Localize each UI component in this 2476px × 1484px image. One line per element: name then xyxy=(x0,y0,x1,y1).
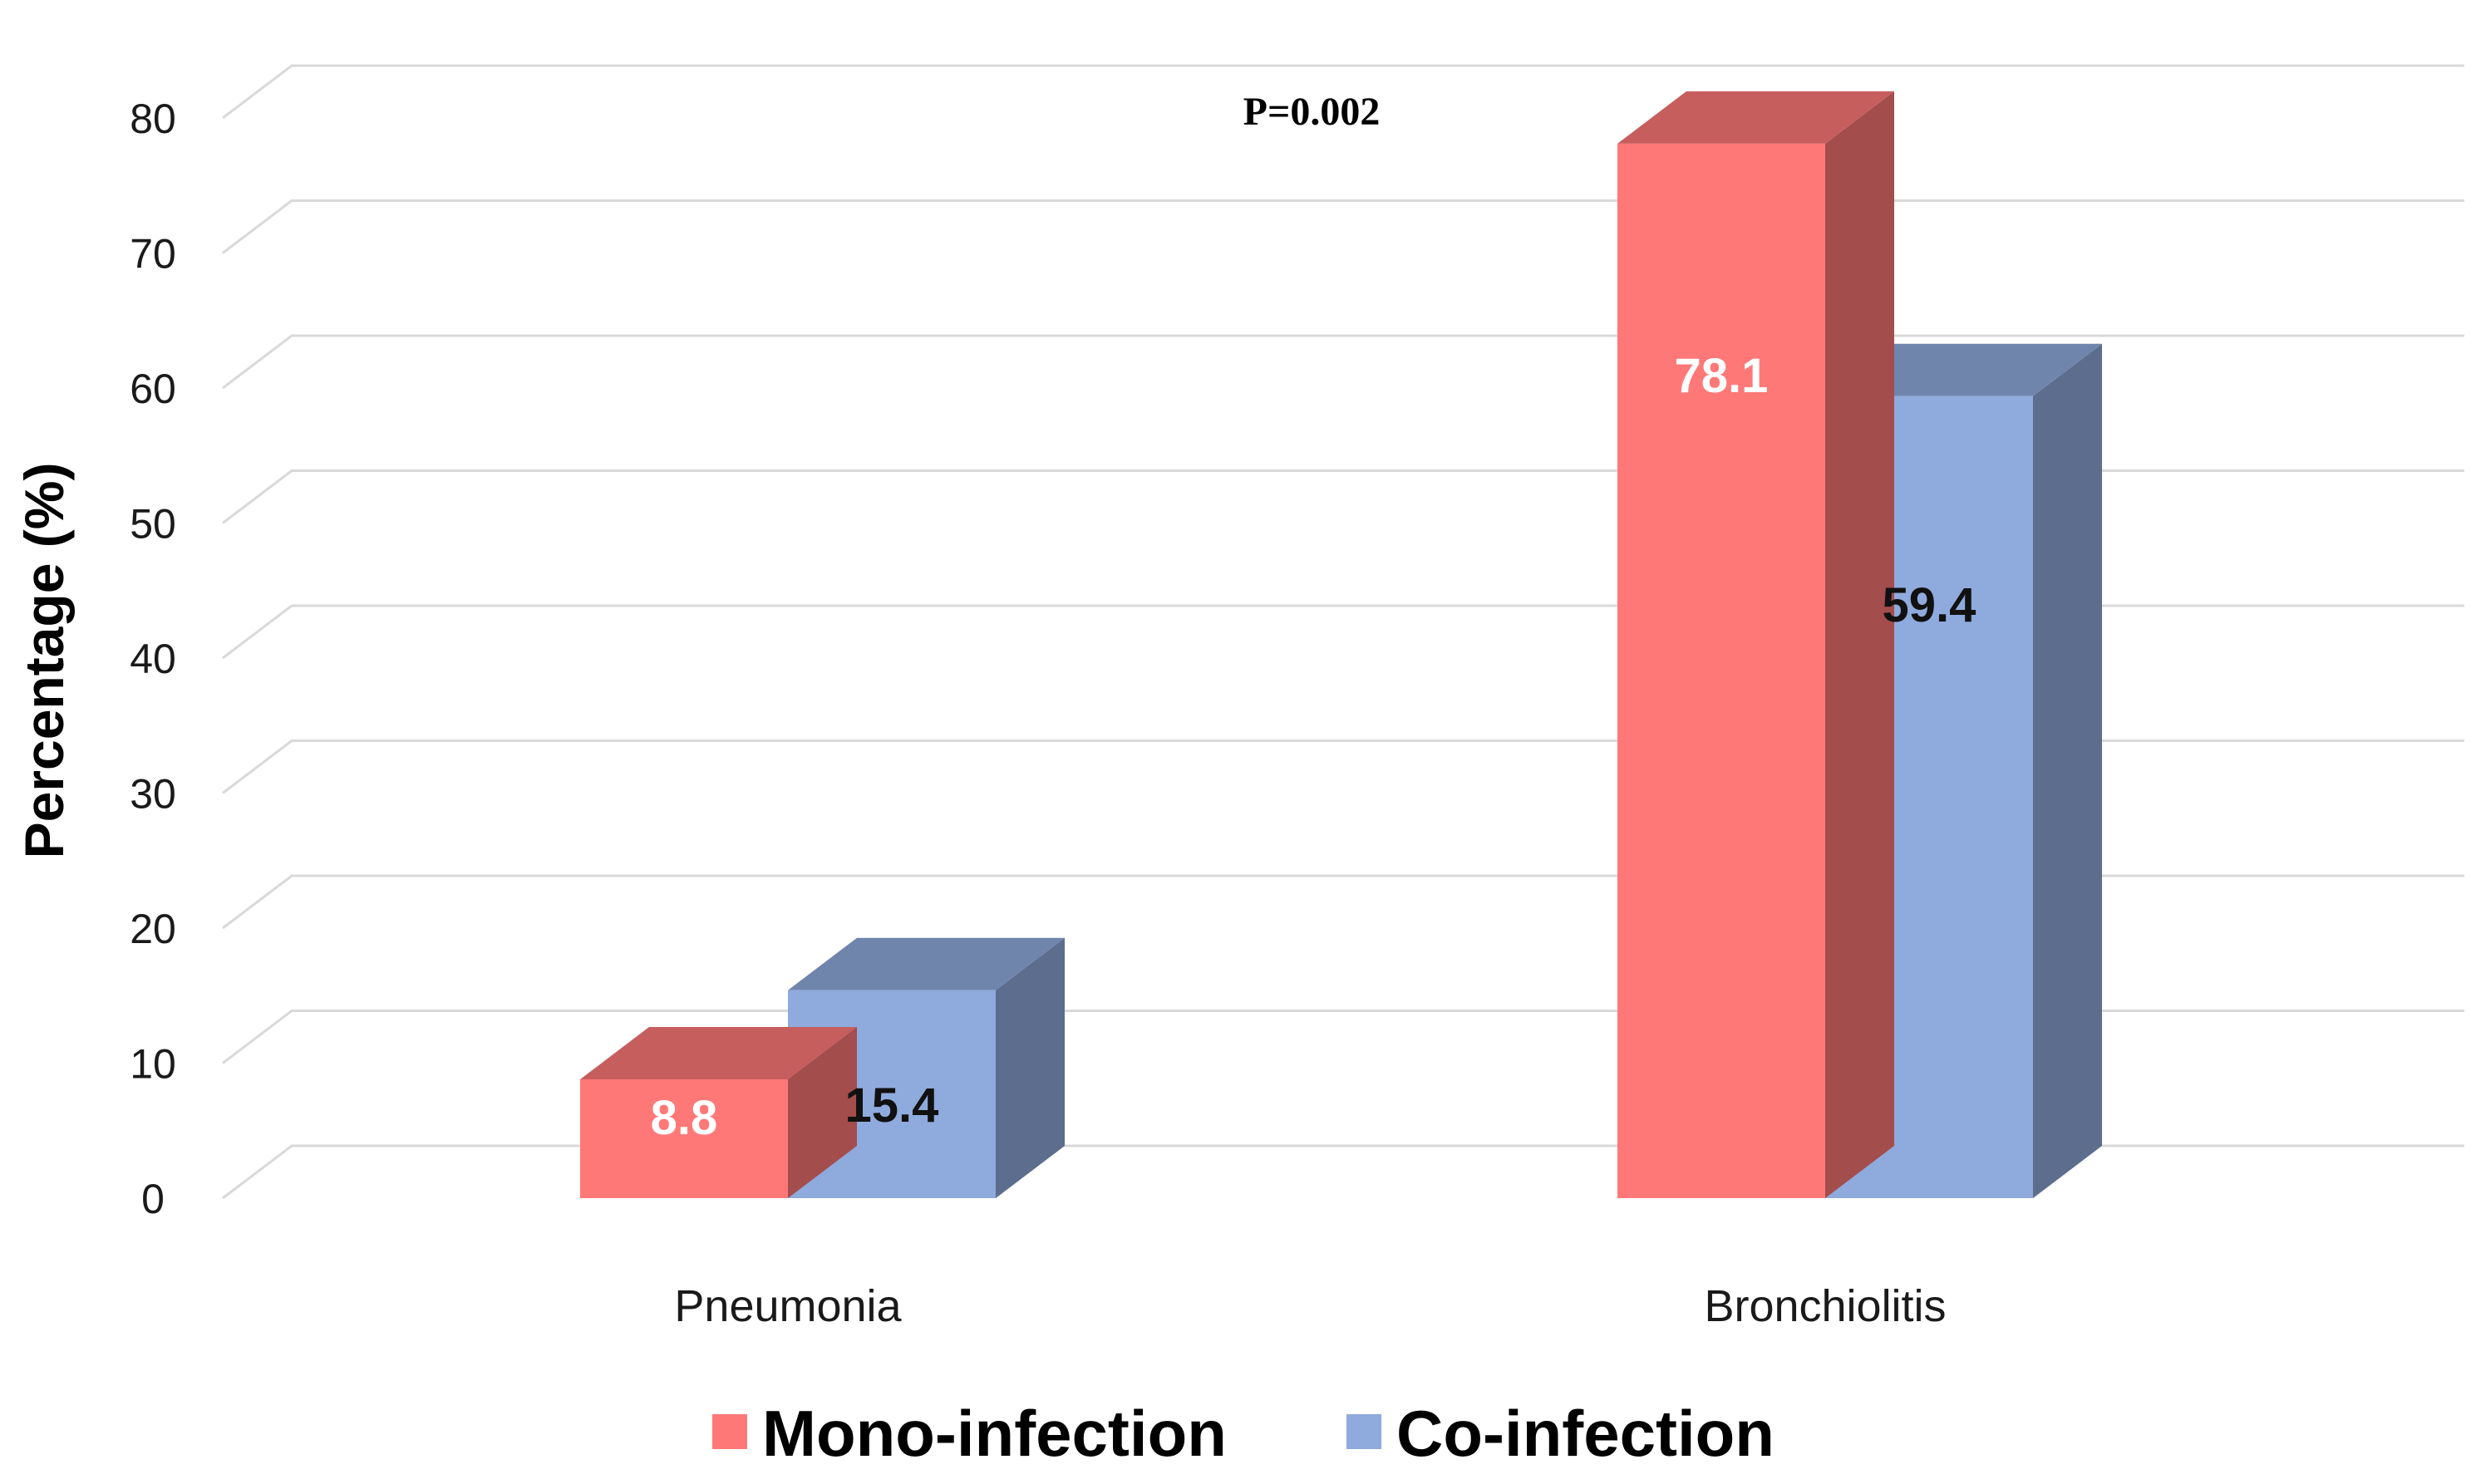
gridline xyxy=(222,469,2464,524)
x-category-label: Bronchiolitis xyxy=(1704,1281,1946,1331)
bar-side-co-infection-pneumonia xyxy=(996,937,1065,1198)
y-tick-label: 60 xyxy=(130,366,176,412)
y-tick-label: 10 xyxy=(130,1041,176,1088)
bar-top-co-infection-bronchiolitis xyxy=(1825,343,2102,396)
gridline xyxy=(222,604,2464,660)
data-label-co-infection-pneumonia: 15.4 xyxy=(845,1079,939,1133)
bar-mono-infection-bronchiolitis xyxy=(1617,143,1825,1198)
gridline xyxy=(222,1010,2464,1064)
gridline xyxy=(222,874,2464,930)
gridlines xyxy=(222,64,2464,1200)
gridline xyxy=(222,64,2464,120)
y-tick-label: 70 xyxy=(130,231,176,278)
y-tick-label: 40 xyxy=(130,636,176,682)
y-tick-label: 50 xyxy=(130,501,176,548)
data-labels: 8.8 15.4 78.1 59.4 xyxy=(651,349,1976,1145)
y-tick-label: 30 xyxy=(130,771,176,818)
y-axis-ticks: 0 10 20 30 40 50 60 70 80 xyxy=(130,96,176,1222)
gridline xyxy=(222,740,2464,794)
p-value-annotation: P=0.002 xyxy=(1243,90,1381,134)
gridline xyxy=(222,199,2464,254)
y-tick-label: 0 xyxy=(141,1176,165,1222)
x-category-label: Pneumonia xyxy=(674,1281,902,1331)
bar-side-mono-infection-pneumonia xyxy=(788,1027,857,1198)
bars xyxy=(580,91,2102,1198)
bar-top-mono-infection-bronchiolitis xyxy=(1617,91,1894,144)
bar-side-co-infection-bronchiolitis xyxy=(2033,343,2102,1198)
data-label-mono-infection-bronchiolitis: 78.1 xyxy=(1675,349,1769,403)
legend-swatch-mono-infection xyxy=(712,1414,747,1449)
legend: Mono-infection Co-infection xyxy=(712,1397,1775,1470)
bar-side-mono-infection-bronchiolitis xyxy=(1825,91,1894,1198)
bar-mono-infection-pneumonia xyxy=(580,1079,788,1198)
legend-label-co-infection: Co-infection xyxy=(1396,1397,1775,1470)
gridline xyxy=(222,334,2464,390)
y-tick-label: 80 xyxy=(130,96,176,142)
bar-top-mono-infection-pneumonia xyxy=(580,1027,857,1079)
data-label-mono-infection-pneumonia: 8.8 xyxy=(651,1091,718,1145)
legend-swatch-co-infection xyxy=(1346,1414,1381,1449)
x-axis-categories: Pneumonia Bronchiolitis xyxy=(674,1281,1946,1331)
y-axis-label: Percentage (%) xyxy=(13,463,75,859)
gridline xyxy=(222,1144,2464,1200)
y-tick-label: 20 xyxy=(130,906,176,952)
legend-label-mono-infection: Mono-infection xyxy=(762,1397,1227,1470)
data-label-co-infection-bronchiolitis: 59.4 xyxy=(1883,578,1976,632)
bar-top-co-infection-pneumonia xyxy=(788,937,1065,990)
